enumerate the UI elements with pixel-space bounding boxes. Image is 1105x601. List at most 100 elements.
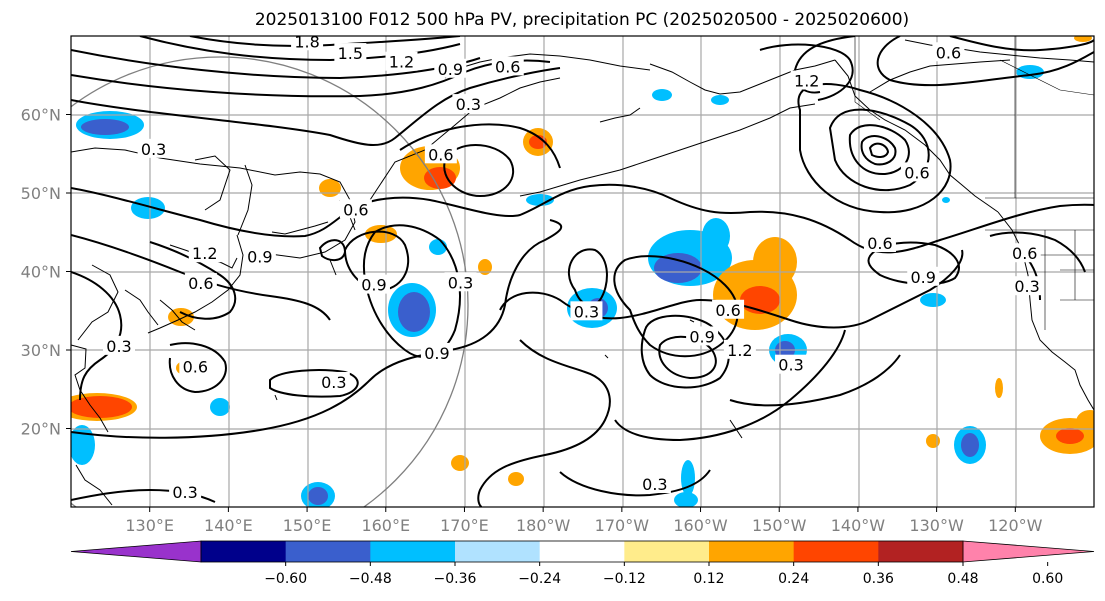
contour-label: 0.9 <box>424 344 449 363</box>
x-tick-label: 160°W <box>673 516 728 535</box>
contour-label: 0.3 <box>321 373 346 392</box>
contour-label-bg <box>291 36 324 51</box>
contour-label: 0.9 <box>361 276 386 295</box>
contour-label-bg <box>907 266 940 286</box>
contour-label-bg <box>184 273 217 293</box>
contour-label: 1.8 <box>294 32 319 51</box>
contour-label-bg <box>137 138 170 158</box>
pv-contours <box>71 36 1094 507</box>
contour-label: 0.6 <box>495 57 520 76</box>
colorbar-tick-label: −0.36 <box>434 571 477 587</box>
contour-label: 0.9 <box>247 247 272 266</box>
colorbar-tick-label: −0.48 <box>349 571 392 587</box>
colorbar-segment <box>455 541 541 562</box>
contour-label: 1.2 <box>389 53 414 72</box>
y-tick-label: 60°N <box>21 106 61 125</box>
map-area: 1.81.5 1.2 0.9 0.60.30.61.20.3 0.60.60.91.20… <box>71 32 1094 507</box>
x-tick-label: 180°W <box>516 516 571 535</box>
colorbar-segment <box>539 541 625 562</box>
colorbar-tick-label: −0.12 <box>603 571 646 587</box>
contour-label: 1.5 <box>338 44 363 63</box>
contour-label: 0.6 <box>715 301 740 320</box>
colorbar-segment <box>709 541 795 562</box>
contour-label-bg <box>169 481 202 501</box>
contour-label-bg <box>424 144 457 164</box>
x-tick-label: 140°E <box>204 516 253 535</box>
contour-label: 0.3 <box>141 140 166 159</box>
y-tick-label: 20°N <box>21 420 61 439</box>
contour-label-bg <box>790 70 823 90</box>
contour-label-bg <box>570 301 603 321</box>
contour-label-bg <box>900 162 933 182</box>
contour-label: 0.3 <box>448 273 473 292</box>
contour-label: 0.6 <box>1012 244 1037 263</box>
contour-label: 0.3 <box>574 302 599 321</box>
colorbar: −0.60 −0.48 −0.36 −0.24 −0.12 0.12 0.24 0.36 0.4… <box>70 540 1095 587</box>
chart-title: 2025013100 F012 500 hPa PV, precipitatio… <box>255 10 909 30</box>
contour-label-bg <box>444 272 477 292</box>
contour-label-bg <box>243 246 276 266</box>
colorbar-segment <box>878 541 964 562</box>
contour-label-bg <box>357 274 390 294</box>
contour-label: 1.2 <box>794 72 819 91</box>
contour-label-bg <box>339 199 372 219</box>
y-axis-ticks: 20°N 30°N 40°N 50°N 60°N <box>21 106 71 439</box>
contour-label: 1.2 <box>192 244 217 263</box>
distance-circle <box>71 56 469 507</box>
contour-label-bg <box>1011 276 1044 296</box>
contour-label-bg <box>491 56 524 76</box>
colorbar-tick-label: −0.24 <box>518 571 561 587</box>
x-tick-label: 130°E <box>125 516 174 535</box>
colorbar-tick-label: −0.60 <box>264 571 307 587</box>
x-tick-label: 170°E <box>440 516 489 535</box>
colorbar-tick-label: 0.60 <box>1032 571 1063 587</box>
contour-label: 0.3 <box>778 356 803 375</box>
contour-label-bg <box>932 42 965 62</box>
contour-label-bg <box>452 94 485 114</box>
contour-label-bg <box>638 474 671 494</box>
colorbar-segment <box>370 541 456 562</box>
contour-label-bg <box>775 354 808 374</box>
contour-label: 0.6 <box>867 234 892 253</box>
contour-label: 0.3 <box>1014 277 1039 296</box>
contour-label: 1.2 <box>727 341 752 360</box>
colorbar-extend-high <box>962 540 1095 563</box>
contour-label-bg <box>179 356 212 376</box>
x-tick-label: 120°W <box>988 516 1043 535</box>
y-tick-label: 40°N <box>21 263 61 282</box>
contour-label-bg <box>334 43 367 63</box>
borders <box>854 36 1094 330</box>
contour-label-bg <box>188 243 221 263</box>
colorbar-tick-label: 0.12 <box>693 571 724 587</box>
contour-label-bg <box>317 371 350 391</box>
x-tick-label: 150°E <box>283 516 332 535</box>
contour-label: 0.6 <box>428 145 453 164</box>
contour-label: 0.6 <box>904 163 929 182</box>
y-tick-label: 30°N <box>21 341 61 360</box>
colorbar-segment <box>285 541 371 562</box>
x-tick-label: 150°W <box>752 516 807 535</box>
colorbar-segment <box>201 541 287 562</box>
colorbar-tick-label: 0.24 <box>778 571 809 587</box>
contour-labels: 1.81.5 1.2 0.9 0.60.30.61.20.3 0.60.60.91.20… <box>103 32 1044 502</box>
colorbar-tick-label: 0.48 <box>947 571 978 587</box>
contour-label: 0.6 <box>188 274 213 293</box>
contour-label-bg <box>863 233 896 253</box>
colorbar-tick-label: 0.36 <box>863 571 894 587</box>
contour-label: 0.9 <box>689 327 714 346</box>
contour-label-bg <box>712 299 745 319</box>
contour-label: 0.9 <box>438 60 463 79</box>
contour-label-bg <box>723 339 756 359</box>
contour-label: 0.9 <box>911 268 936 287</box>
contour-label-bg <box>385 51 418 71</box>
colorbar-extend-low <box>70 540 202 563</box>
contour-label: 0.3 <box>172 483 197 502</box>
contour-label: 0.6 <box>343 200 368 219</box>
contour-label-bg <box>434 58 467 78</box>
contour-label: 0.3 <box>642 475 667 494</box>
colorbar-outline <box>200 540 964 563</box>
contour-label: 0.3 <box>456 95 481 114</box>
x-axis-ticks: 130°E 140°E 150°E 160°E 170°E 180°W 170°W 160°W… <box>125 507 1043 535</box>
contour-label-bg <box>103 335 136 355</box>
